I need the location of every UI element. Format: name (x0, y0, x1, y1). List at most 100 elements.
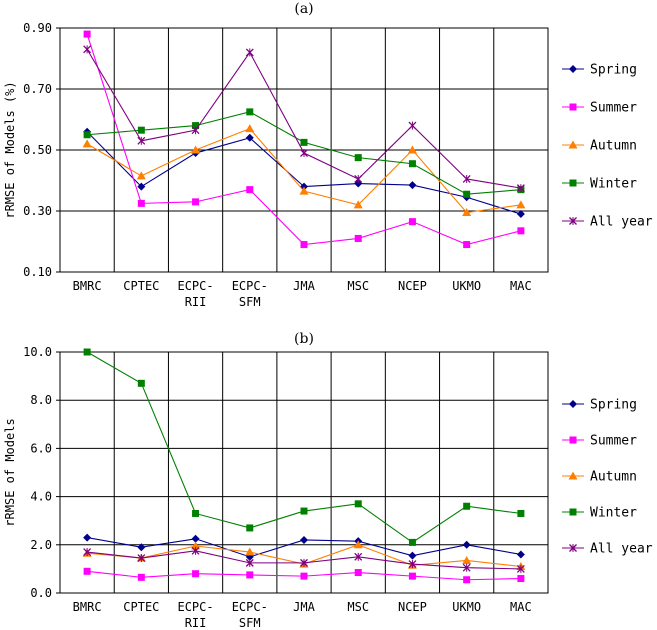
data-point (137, 126, 145, 134)
legend-label: All year (590, 215, 653, 230)
data-point (246, 186, 254, 194)
legend-label: Winter (590, 506, 637, 521)
data-point (137, 136, 146, 145)
y-tick-label: 8.0 (30, 393, 52, 407)
data-point (354, 569, 362, 577)
panel-a: (a) 0.10 0.30 0.50 0.70 0.90 rRMSE of Models (… (3, 1, 653, 309)
data-point (463, 190, 471, 198)
data-point (137, 554, 146, 563)
data-point (83, 30, 91, 38)
data-point (300, 149, 308, 158)
data-point (245, 124, 255, 133)
chart-title: (a) (294, 1, 313, 17)
data-point (192, 198, 200, 206)
legend-item: Summer (562, 434, 637, 449)
legend-marker (569, 217, 577, 225)
legend-item: All year (562, 215, 653, 230)
series-summer (83, 30, 525, 249)
data-point (462, 208, 472, 217)
legend-item: Summer (562, 101, 637, 116)
x-tick-label: MSC (347, 279, 369, 293)
x-tick-label: ECPC-RII (177, 279, 213, 309)
x-tick-label: ECPC-RII (177, 600, 213, 630)
data-point (137, 543, 146, 552)
legend-item: Spring (562, 398, 637, 413)
data-point (462, 174, 471, 183)
data-point (354, 174, 363, 183)
data-point (300, 138, 308, 146)
series-winter (83, 348, 525, 546)
legend-item: Autumn (562, 139, 637, 154)
legend-marker (569, 65, 577, 73)
legend-item: All year (562, 542, 653, 557)
data-point (245, 558, 254, 567)
data-point (300, 558, 308, 567)
x-tick-label: UKMO (452, 279, 481, 293)
legend-marker (569, 508, 577, 516)
data-point (516, 564, 525, 573)
data-point (191, 534, 200, 543)
data-point (517, 575, 525, 583)
y-tick-label: 2.0 (30, 538, 52, 552)
data-point (191, 546, 200, 555)
data-point (462, 563, 471, 572)
data-point (137, 573, 145, 581)
data-point (354, 234, 362, 242)
data-point (245, 133, 254, 142)
chart-title: (b) (294, 331, 314, 347)
data-point (516, 184, 525, 193)
legend-item: Autumn (562, 470, 637, 485)
legend-label: Autumn (590, 470, 637, 485)
data-point (245, 547, 255, 556)
legend-marker (569, 400, 577, 408)
data-point (463, 241, 471, 249)
panel-b: (b) 0.0 2.0 4.0 6.0 8.0 10.0 rRMSE of Models BMR… (3, 331, 653, 630)
data-point (83, 348, 91, 356)
y-tick-label: 10.0 (23, 345, 52, 359)
y-tick-label: 0.70 (23, 82, 52, 96)
x-tick-label: NCEP (398, 600, 427, 614)
data-point (300, 572, 308, 580)
data-point (83, 567, 91, 575)
data-point (354, 500, 362, 508)
legend-marker (568, 471, 578, 480)
x-tick-label: MAC (510, 600, 532, 614)
data-point (246, 524, 254, 532)
data-point (462, 555, 472, 564)
data-point (517, 509, 525, 517)
legend-item: Winter (562, 506, 637, 521)
data-point (137, 379, 145, 387)
data-point (516, 550, 525, 559)
data-point (354, 154, 362, 162)
data-point (136, 171, 146, 180)
legend-marker (569, 179, 577, 187)
data-point (353, 200, 363, 209)
data-point (191, 145, 201, 154)
data-point (408, 560, 417, 569)
y-tick-label: 4.0 (30, 490, 52, 504)
legend-item: Winter (562, 177, 637, 192)
data-point (83, 131, 91, 139)
series-all-year (83, 546, 525, 573)
data-point (83, 548, 92, 557)
data-point (463, 502, 471, 510)
x-tick-label: BMRC (73, 279, 102, 293)
data-point (246, 108, 254, 116)
legend-label: Spring (590, 63, 637, 78)
legend-marker (569, 544, 577, 552)
y-axis-label: rRMSE of Models (%) (3, 81, 17, 218)
x-tick-label: MSC (347, 600, 369, 614)
series-all-year (83, 45, 525, 193)
x-tick-label: JMA (293, 279, 315, 293)
x-tick-label: MAC (510, 279, 532, 293)
y-tick-label: 6.0 (30, 441, 52, 455)
data-point (462, 540, 471, 549)
data-point (516, 210, 525, 219)
series-line (86, 49, 521, 189)
legend-label: Winter (590, 177, 637, 192)
data-point (408, 160, 416, 168)
series-spring (83, 533, 525, 561)
data-point (191, 541, 201, 550)
x-tick-label: CPTEC (123, 600, 159, 614)
